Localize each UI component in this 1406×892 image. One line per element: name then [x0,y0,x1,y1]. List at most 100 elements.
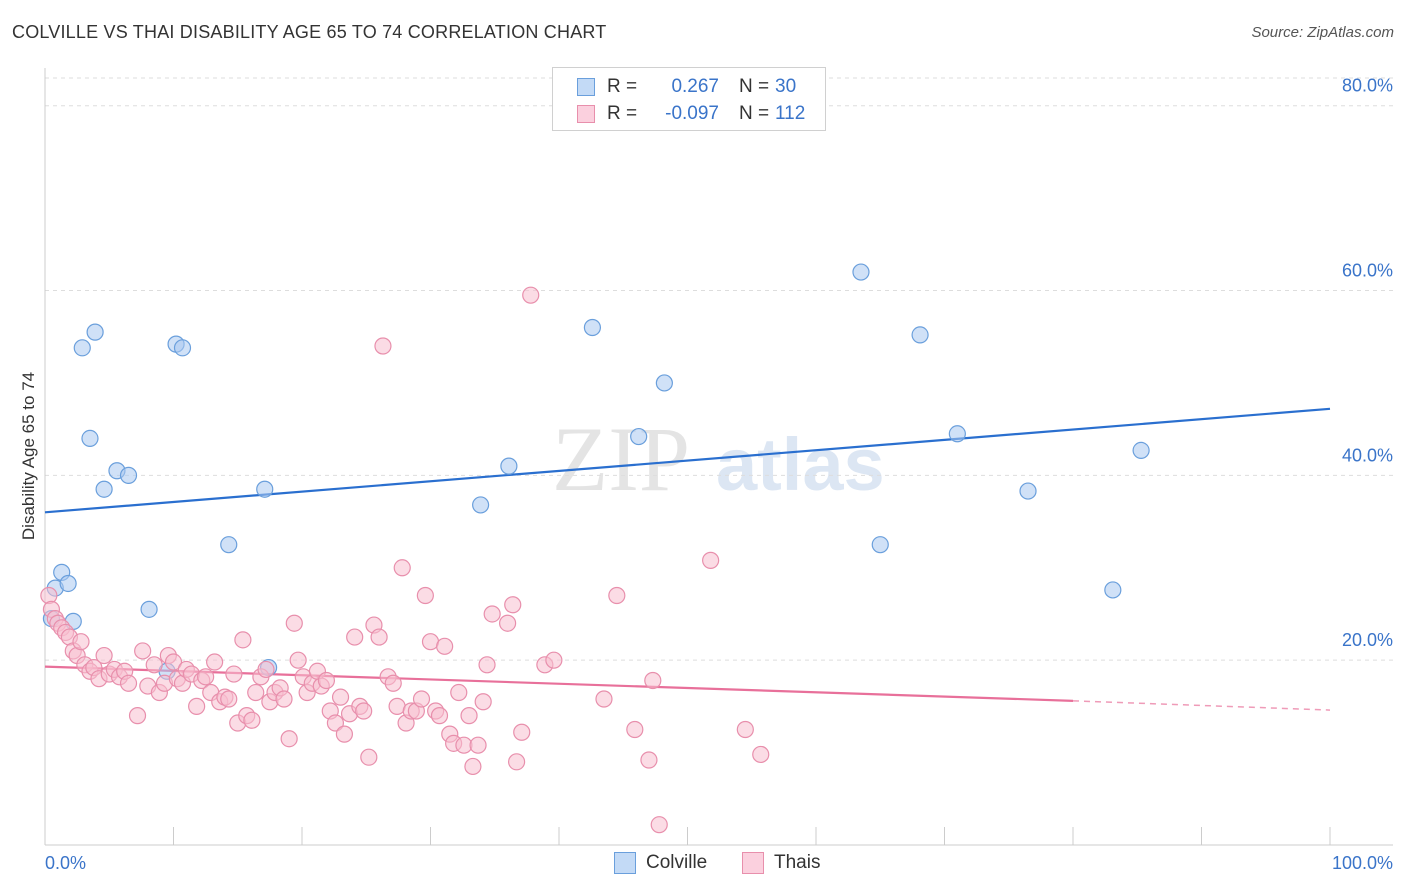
y-tick-label: 60.0% [1342,261,1393,281]
thai-point [355,702,373,720]
thai-point [220,690,238,708]
thai-point [436,637,454,655]
thai-point [474,693,492,711]
colville-point [948,425,966,443]
colville-point [81,429,99,447]
thai-point [206,653,224,671]
axes: 20.0% 40.0% 60.0% 80.0% 0.0% 100.0% [44,68,1393,873]
colville-point [1104,581,1122,599]
thai-point [384,674,402,692]
thai-point [331,688,350,706]
thai-point [736,720,754,739]
colville-point [95,480,113,498]
thais-legend-swatch [742,852,764,874]
thai-point [374,337,392,355]
x-tick-label-max: 100.0% [1332,853,1393,873]
colville-point [655,374,673,392]
thai-point [522,286,540,304]
thai-point [95,646,113,665]
y-tick-label: 40.0% [1342,445,1393,465]
thai-point [752,745,770,764]
colville-legend-swatch [614,852,636,874]
thai-point [640,751,658,769]
thai-point [416,586,434,605]
thai-point [478,656,496,674]
legend-item-colville: Colville [614,852,707,874]
thai-point [197,668,215,686]
thai-point [430,707,449,725]
colville-point [1019,482,1037,500]
thai-point [595,690,613,708]
r-value: 0.267 [671,76,719,97]
colville-point [140,600,158,618]
thais-swatch [577,105,595,123]
thai-trend-extension [1072,700,1331,711]
thai-point [285,614,303,632]
x-tick-label-min: 0.0% [45,853,86,873]
thai-point [119,674,138,692]
colville-point [86,323,104,341]
thai-point [483,605,501,623]
thai-point [188,697,206,715]
chart-title: COLVILLE VS THAI DISABILITY AGE 65 TO 74… [12,22,607,42]
colville-point [911,326,929,344]
colville-point [256,480,274,498]
colville-point [630,427,648,446]
r-label: R = [607,76,638,97]
thai-point [393,559,411,577]
colville-point [472,496,490,514]
thai-point [499,614,517,632]
thai-point [464,757,482,776]
thai-point [257,660,275,679]
watermark: ZIP atlas [552,408,885,510]
colville-point [500,457,518,475]
watermark-atlas: atlas [716,423,885,506]
n-value: 30 [775,76,797,97]
legend-row-thais: R = -0.097 N = 112 [577,102,805,126]
thai-point [234,631,252,649]
colville-swatch [577,78,595,96]
colville-point [852,263,870,281]
thai-trend-line [44,665,1074,702]
colville-point [583,318,602,337]
n-value: 112 [775,103,806,124]
n-label: N = [739,103,770,124]
y-tick-label: 80.0% [1342,76,1393,96]
colville-point [59,574,77,593]
legend-row-colville: R = 0.267 N = 30 [577,75,796,99]
thai-point [702,551,720,569]
thai-point [412,690,431,708]
thai-point [644,671,662,690]
thai-point [72,633,90,651]
source-label: Source: ZipAtlas.com [1251,24,1394,41]
thai-point [280,730,298,748]
data-points [40,263,1150,834]
thai-point [40,586,58,605]
n-label: N = [739,76,770,97]
r-label: R = [607,103,638,124]
thai-point [346,628,364,646]
y-tick-label: 20.0% [1342,630,1393,650]
colville-point [73,339,91,357]
thai-point [460,707,478,725]
thai-point [370,628,388,646]
thai-point [507,753,526,771]
thai-point [243,711,261,729]
thai-point [450,683,468,702]
thai-point [504,596,522,614]
thai-point [545,651,563,669]
thai-point [608,586,626,605]
correlation-legend: R = 0.267 N = 30 R = -0.097 N = 112 [552,67,826,131]
thai-point [650,816,668,834]
colville-point [871,536,889,554]
thai-point [164,653,183,671]
legend-item-thais: Thais [742,852,820,874]
thai-point [275,690,293,708]
thai-point [360,748,378,766]
thai-point [225,665,243,683]
colville-legend-label: Colville [646,852,708,873]
thai-point [145,656,163,674]
thai-point [326,714,345,732]
thai-point [289,651,307,669]
